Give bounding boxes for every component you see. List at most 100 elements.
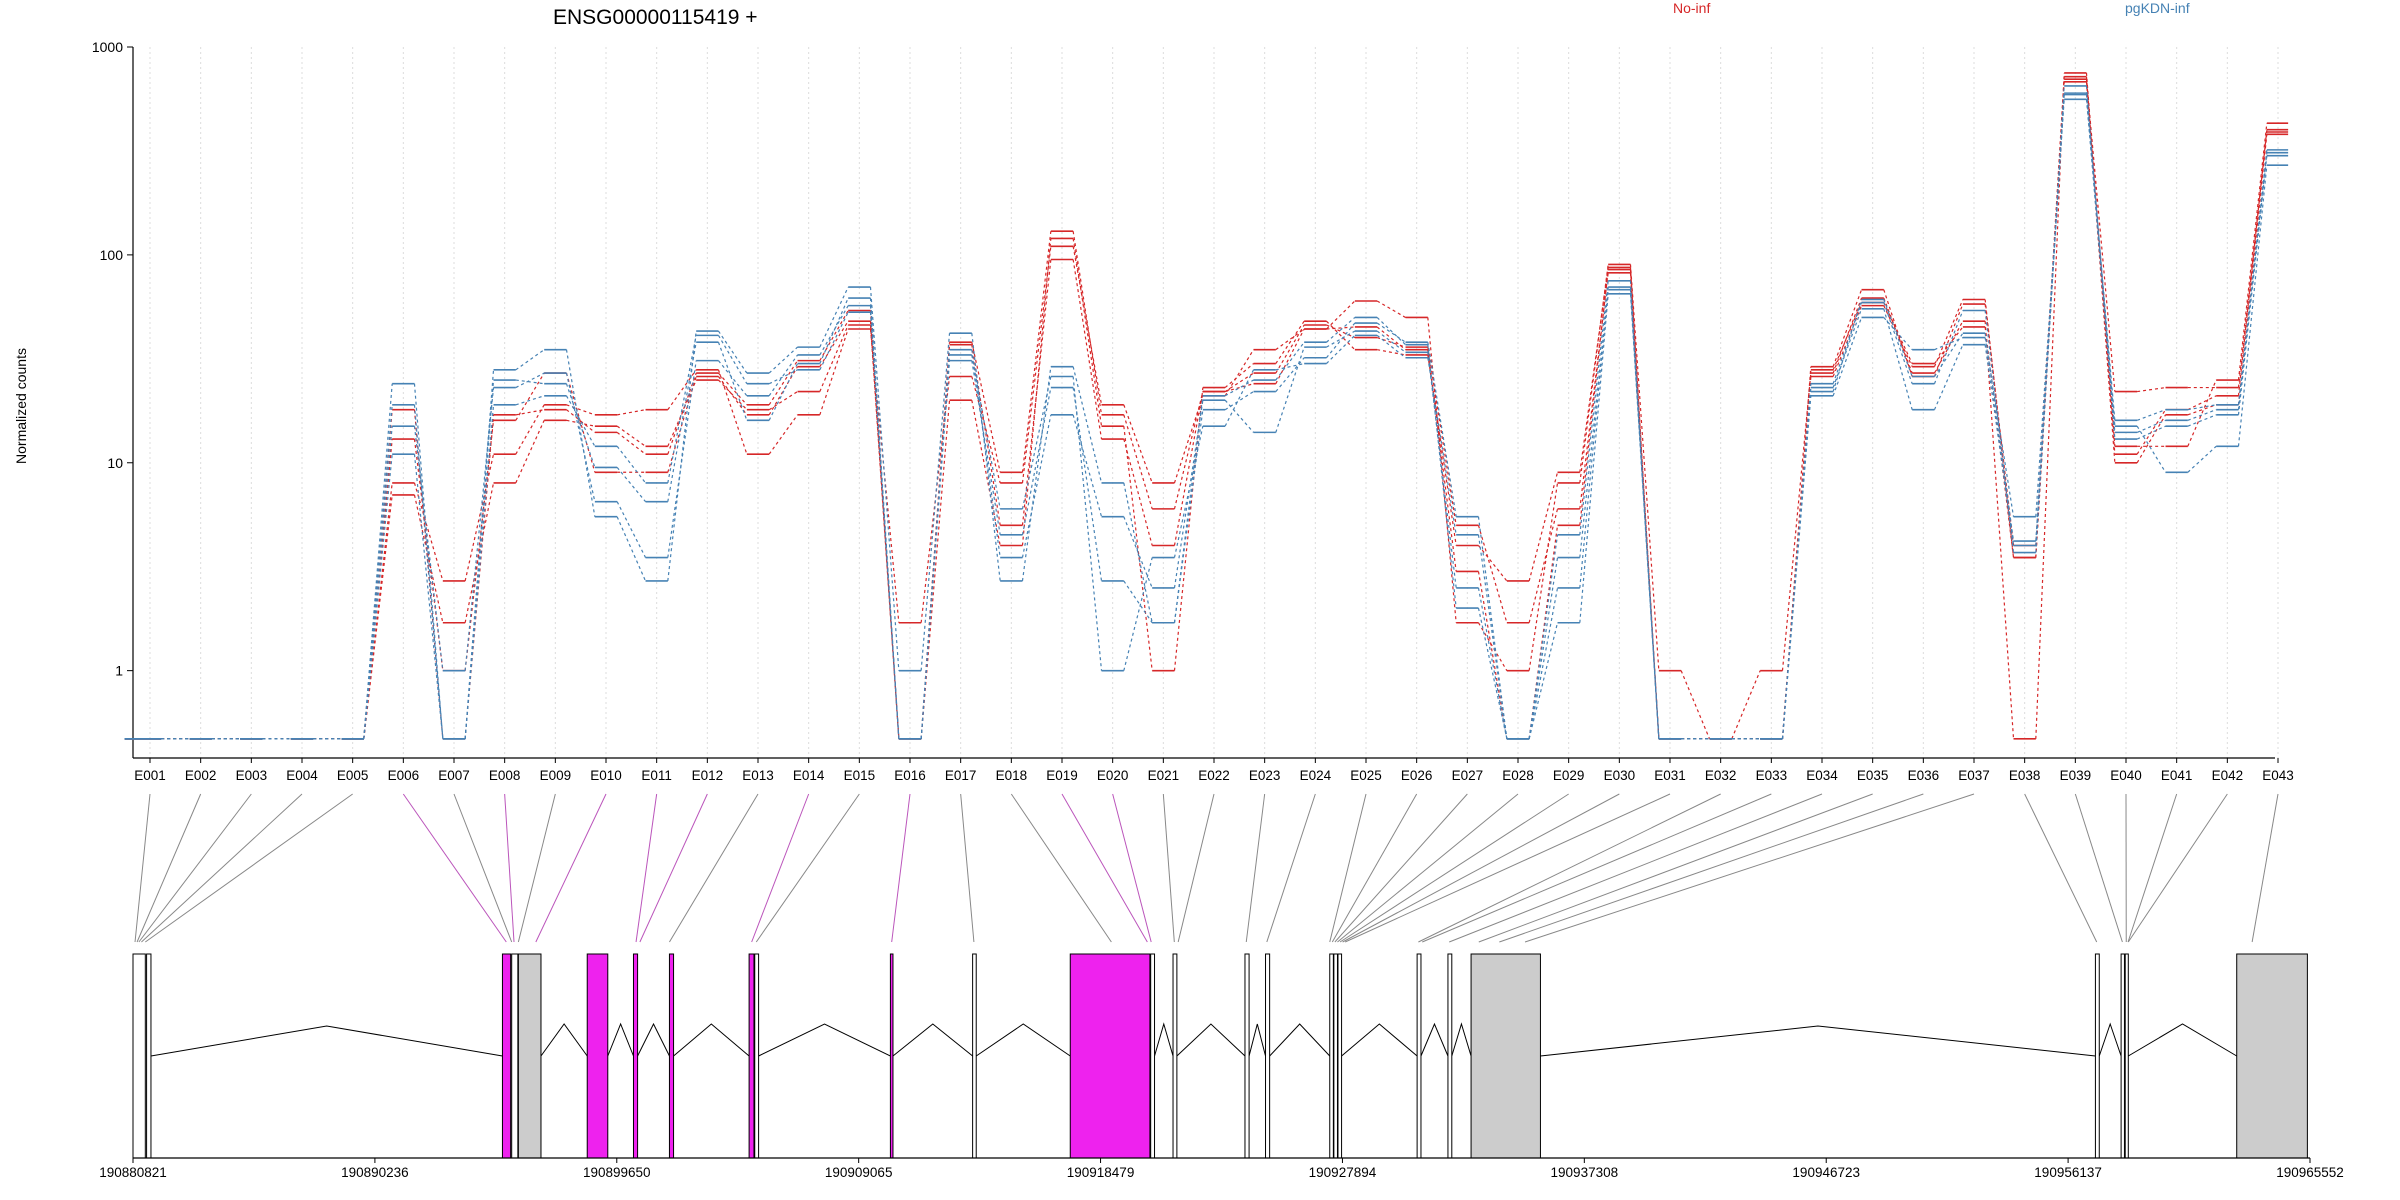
exon-connector: [1177, 793, 1215, 943]
series-connector: [565, 372, 596, 473]
series-connector: [1984, 344, 2015, 546]
series-connector: [566, 404, 596, 416]
series-connector: [869, 287, 900, 671]
series-connector: [1072, 366, 1103, 484]
exon-box: [1329, 953, 1334, 1159]
series-connector: [1275, 328, 1305, 385]
x-tick-label: E008: [489, 768, 521, 783]
series-pgkdn-inf: [124, 98, 2289, 740]
exon-box: [1333, 953, 1338, 1159]
series-connector: [667, 342, 697, 502]
series-connector: [2136, 425, 2167, 473]
series-connector: [1123, 557, 1153, 671]
x-tick-label: E019: [1046, 768, 1078, 783]
x-tick-label: E030: [1604, 768, 1636, 783]
series-connector: [819, 324, 849, 392]
series-connector: [1072, 387, 1103, 582]
series-connector: [971, 360, 1001, 535]
exon-connector: [1339, 793, 1569, 943]
series-connector: [971, 342, 1001, 473]
x-tick-label: E035: [1857, 768, 1889, 783]
exon-box: [2094, 953, 2100, 1159]
intron-line: [607, 1022, 634, 1057]
genomic-tick-label: 190899650: [583, 1165, 651, 1180]
intron-line: [758, 1023, 891, 1057]
series-connector: [413, 439, 444, 671]
series-connector: [971, 376, 1001, 484]
intron-line: [892, 1023, 973, 1057]
series-connector: [1629, 264, 1660, 671]
series-connector: [413, 404, 444, 739]
series-connector: [1579, 289, 1609, 558]
intron-line: [1154, 1022, 1174, 1057]
series-connector: [1478, 545, 1508, 582]
x-tick-label: E004: [286, 768, 318, 783]
exon-box: [146, 953, 152, 1159]
exon-connector: [635, 793, 658, 943]
series-connector: [1933, 299, 1964, 367]
highlighted-exon: [1069, 953, 1151, 1159]
exon-box: [132, 953, 146, 1159]
exon-connector: [504, 793, 515, 943]
series-connector: [1123, 426, 1153, 671]
series-connector: [413, 482, 444, 582]
x-tick-label: E015: [844, 768, 876, 783]
series-connector: [1326, 334, 1356, 365]
series-connector: [565, 372, 596, 502]
series-connector: [616, 516, 647, 582]
series-connector: [1579, 280, 1609, 535]
series-connector: [2136, 419, 2166, 433]
series-no-inf: [124, 75, 2289, 740]
exon-connector: [145, 793, 353, 943]
series-connector: [1579, 272, 1609, 509]
intron-line: [1420, 1022, 1449, 1057]
intron-line: [150, 1025, 503, 1057]
x-tick-label: E041: [2161, 768, 2193, 783]
series-connector: [1021, 231, 1052, 473]
series-connector: [616, 501, 647, 558]
series-connector: [718, 379, 748, 411]
x-tick-label: E029: [1553, 768, 1585, 783]
x-tick-label: E021: [1148, 768, 1180, 783]
series-connector: [1275, 341, 1305, 381]
series-connector: [1275, 320, 1305, 364]
highlighted-exon: [668, 953, 675, 1159]
x-tick-label: E039: [2060, 768, 2092, 783]
series-connector: [413, 426, 444, 671]
series-connector: [363, 494, 393, 739]
x-tick-label: E010: [590, 768, 622, 783]
series-connector: [413, 494, 444, 623]
series-connector: [1680, 670, 1711, 740]
series-connector: [1123, 438, 1153, 546]
series-connector: [2137, 386, 2166, 393]
series-connector: [819, 311, 849, 371]
intron-line: [1176, 1023, 1246, 1057]
series-connector: [413, 383, 444, 739]
series-connector: [1883, 302, 1913, 364]
series-connector: [1173, 391, 1204, 510]
series-connector: [1528, 557, 1559, 739]
series-connector: [1832, 302, 1863, 371]
series-connector: [1477, 534, 1508, 739]
series-connector: [768, 346, 798, 374]
series-connector: [2187, 395, 2217, 411]
series-connector: [464, 404, 495, 739]
series-connector: [1173, 400, 1204, 589]
series-connector: [464, 379, 495, 739]
x-tick-label: E027: [1452, 768, 1484, 783]
series-connector: [1072, 238, 1103, 427]
x-tick-label: E040: [2110, 768, 2142, 783]
legend-no-inf: No-inf: [1673, 0, 1710, 16]
exon-connector: [1334, 793, 1468, 943]
series-connector: [1123, 404, 1153, 484]
series-connector: [768, 360, 799, 406]
series-connector: [464, 454, 495, 582]
x-tick-label: E020: [1097, 768, 1129, 783]
series-connector: [1173, 391, 1204, 546]
exon-box: [1447, 953, 1453, 1159]
series-connector: [363, 454, 393, 739]
series-connector: [920, 376, 951, 623]
exon-box: [1337, 953, 1343, 1159]
series-connector: [566, 409, 596, 433]
